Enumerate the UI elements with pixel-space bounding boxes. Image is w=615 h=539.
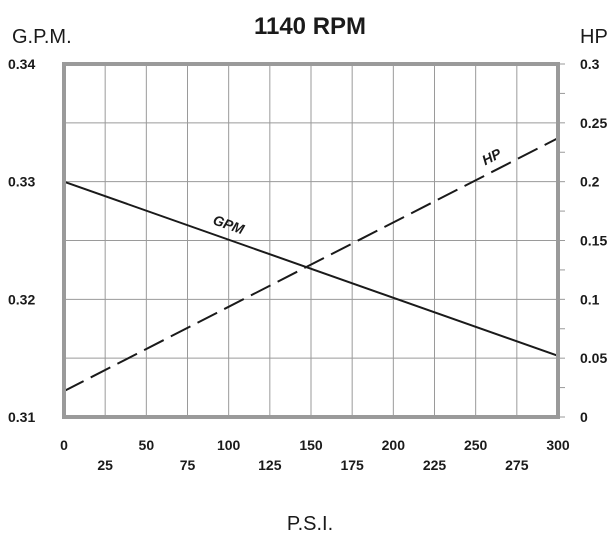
y-tick-label-right: 0.3 (580, 56, 600, 72)
y-tick-label-right: 0.05 (580, 350, 607, 366)
x-tick-label: 150 (299, 437, 323, 453)
y-tick-label-left: 0.31 (8, 409, 35, 425)
y-axis-label-right: HP (580, 26, 608, 48)
y-tick-label-left: 0.33 (8, 174, 35, 190)
x-tick-label: 200 (382, 437, 406, 453)
y-tick-label-right: 0.25 (580, 115, 607, 131)
x-tick-label: 25 (97, 457, 113, 473)
y-tick-label-left: 0.32 (8, 291, 35, 307)
x-tick-label: 0 (60, 437, 68, 453)
x-tick-label: 100 (217, 437, 241, 453)
y-axis-label-left: G.P.M. (12, 26, 72, 48)
x-tick-label: 175 (340, 457, 364, 473)
series-lines (63, 137, 559, 393)
tick-labels: 0 50 100 150 200 250 300 25 75 125 175 225 275 0.31 0.… (8, 56, 607, 473)
plot-frame (62, 62, 560, 419)
y-tick-label-right: 0 (580, 409, 588, 425)
x-tick-label: 50 (139, 437, 155, 453)
x-axis-label: P.S.I. (287, 513, 333, 535)
x-tick-label: 75 (180, 457, 196, 473)
chart-title: 1140 RPM (254, 13, 366, 40)
y-tick-label-right: 0.1 (580, 291, 600, 307)
y-tick-label-right: 0.2 (580, 174, 600, 190)
y-tick-label-right: 0.15 (580, 233, 607, 249)
series-line-hp (63, 137, 559, 393)
series-label-hp: HP (479, 145, 504, 168)
x-tick-label: 300 (546, 437, 570, 453)
x-tick-label: 225 (423, 457, 447, 473)
x-tick-label: 250 (464, 437, 488, 453)
x-tick-label: 125 (258, 457, 282, 473)
grid (63, 63, 565, 418)
series-line-gpm (63, 180, 559, 357)
y-tick-label-left: 0.34 (8, 56, 35, 72)
x-tick-label: 275 (505, 457, 529, 473)
